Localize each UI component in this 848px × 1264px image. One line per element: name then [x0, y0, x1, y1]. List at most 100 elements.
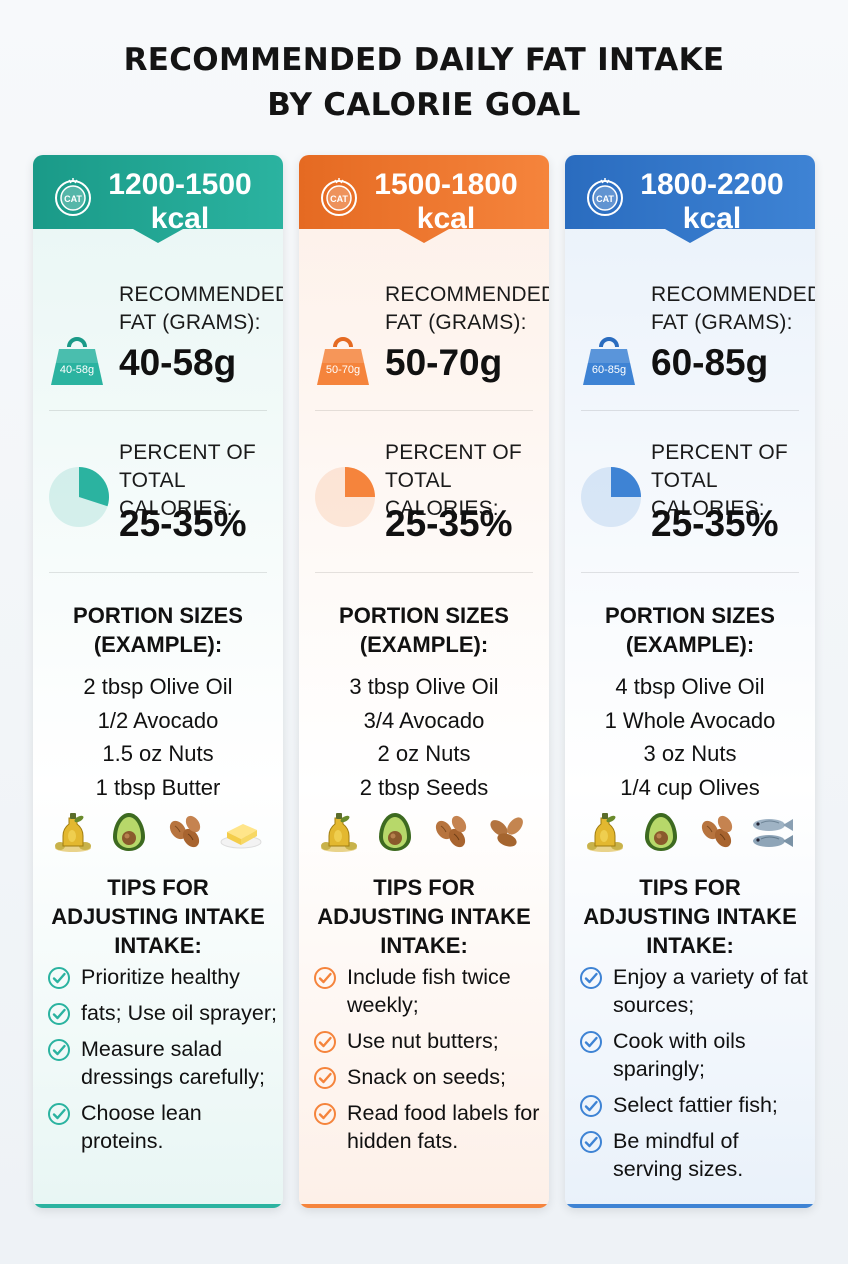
tip-item: Read food labels for hidden fats. [313, 1099, 545, 1155]
tip-text: Include fish twice weekly; [347, 965, 511, 1017]
fat-label-line2: FAT (GRAMS): [385, 311, 527, 334]
tip-item: Prioritize healthy [47, 963, 279, 991]
calorie-badge-text: CAT [330, 194, 348, 204]
check-circle-icon [580, 967, 602, 989]
kcal-range-value: 1200-1500 [108, 168, 252, 201]
check-circle-icon [48, 1003, 70, 1025]
check-circle-icon [48, 1039, 70, 1061]
pie-slice [79, 467, 109, 507]
weight-icon: 50-70g [317, 337, 369, 385]
fat-label: RECOMMENDED FAT (GRAMS): [651, 281, 815, 337]
portion-item: 1/4 cup Olives [620, 774, 760, 800]
portion-item: 3 oz Nuts [643, 741, 737, 766]
tip-item: Use nut butters; [313, 1027, 545, 1055]
calorie-badge-icon: CAT [55, 178, 91, 216]
portion-title-line2: (EXAMPLE): [93, 632, 223, 657]
check-circle-icon [48, 1103, 70, 1125]
percent-label-line1: PERCENT OF [385, 441, 522, 464]
tips-title-line3: INTAKE: [646, 933, 734, 958]
portion-list: 4 tbsp Olive Oil 1 Whole Avocado 3 oz Nuts… [565, 670, 815, 804]
divider [315, 410, 533, 411]
tip-item: Measure salad dressings carefully; [47, 1035, 279, 1091]
fat-label-line2: FAT (GRAMS): [651, 311, 793, 334]
calorie-column: CAT 1800-2200 kcal RECOMMENDED FAT (GRAM… [565, 155, 815, 1208]
portion-list: 3 tbsp Olive Oil 3/4 Avocado 2 oz Nuts 2 tb… [299, 670, 549, 804]
almonds-icon [163, 810, 207, 859]
tip-item: fats; Use oil sprayer; [47, 999, 279, 1027]
weight-icon-text: 50-70g [326, 364, 360, 376]
tip-text: Measure salad dressings carefully; [81, 1037, 266, 1089]
check-circle-icon [314, 1103, 336, 1125]
tips-title: TIPS FOR ADJUSTING INTAKE INTAKE: [299, 873, 549, 960]
tips-list: Include fish twice weekly; Use nut butte… [313, 963, 545, 1163]
fat-value: 40-58g [119, 342, 237, 383]
tip-item: Cook with oils sparingly; [579, 1027, 811, 1083]
calorie-badge-icon: CAT [321, 178, 357, 216]
portion-item: 3 tbsp Olive Oil [349, 674, 499, 699]
check-circle-icon [314, 1067, 336, 1089]
portion-title: PORTION SIZES (EXAMPLE): [565, 601, 815, 659]
portion-title-line1: PORTION SIZES [339, 603, 509, 628]
tips-list: Prioritize healthy fats; Use oil sprayer… [47, 963, 279, 1163]
divider [315, 572, 533, 573]
portion-title-line1: PORTION SIZES [73, 603, 243, 628]
weight-icon-text: 40-58g [60, 364, 94, 376]
tip-text: Read food labels for hidden fats. [347, 1101, 540, 1153]
check-circle-icon [314, 967, 336, 989]
fat-label-line1: RECOMMENDED [651, 283, 815, 306]
percent-value: 25-35% [651, 503, 779, 544]
portion-item: 2 tbsp Olive Oil [83, 674, 233, 699]
pie-slice [345, 467, 375, 497]
seeds-icon [485, 810, 529, 859]
portion-title-line2: (EXAMPLE): [625, 632, 755, 657]
portion-item: 2 tbsp Seeds [359, 774, 489, 800]
kcal-range: 1500-1800 kcal [355, 168, 537, 236]
portion-title: PORTION SIZES (EXAMPLE): [33, 601, 283, 659]
check-circle-icon [314, 1031, 336, 1053]
portion-item: 1 Whole Avocado [604, 707, 776, 733]
tip-item: Be mindful of serving sizes. [579, 1127, 811, 1183]
percent-label: PERCENT OF TOTAL CALORIES: [385, 439, 549, 523]
avocado-icon [107, 810, 151, 859]
portion-item: 4 tbsp Olive Oil [615, 674, 765, 699]
portion-item: 1 tbsp Butter [95, 774, 221, 800]
percent-label-line1: PERCENT OF [651, 441, 788, 464]
percent-label-line2: TOTAL CALORIES: [385, 469, 499, 520]
tip-item: Choose lean proteins. [47, 1099, 279, 1155]
tip-text: Be mindful of serving sizes. [613, 1129, 744, 1181]
fat-value: 50-70g [385, 342, 503, 383]
tips-title-line2: ADJUSTING INTAKE [583, 904, 797, 929]
portion-title: PORTION SIZES (EXAMPLE): [299, 601, 549, 659]
column-header: CAT 1200-1500 kcal [33, 155, 283, 247]
divider [581, 572, 799, 573]
calorie-badge-text: CAT [64, 194, 82, 204]
fat-value: 60-85g [651, 342, 769, 383]
page-title: RECOMMENDED DAILY FAT INTAKE BY CALORIE … [0, 38, 848, 128]
food-icons [51, 810, 269, 854]
tips-title-line3: INTAKE: [114, 933, 202, 958]
portion-list: 2 tbsp Olive Oil 1/2 Avocado 1.5 oz Nuts 1 … [33, 670, 283, 804]
percent-label: PERCENT OF TOTAL CALORIES: [651, 439, 815, 523]
tips-title: TIPS FOR ADJUSTING INTAKE INTAKE: [33, 873, 283, 960]
column-header: CAT 1500-1800 kcal [299, 155, 549, 247]
avocado-icon [639, 810, 683, 859]
tip-item: Include fish twice weekly; [313, 963, 545, 1019]
check-circle-icon [580, 1095, 602, 1117]
divider [49, 572, 267, 573]
weight-icon: 60-85g [583, 337, 635, 385]
tip-text: Select fattier fish; [613, 1093, 778, 1117]
portion-title-line1: PORTION SIZES [605, 603, 775, 628]
olive-oil-icon [583, 810, 627, 859]
kcal-range: 1200-1500 kcal [89, 168, 271, 236]
tip-text: Use nut butters; [347, 1029, 499, 1053]
tips-title-line1: TIPS FOR [107, 875, 209, 900]
kcal-unit: kcal [150, 202, 210, 235]
percent-pie-icon [47, 465, 111, 529]
tips-title-line1: TIPS FOR [373, 875, 475, 900]
fish-icon [747, 810, 797, 859]
kcal-range-value: 1500-1800 [374, 168, 518, 201]
fat-label-line2: FAT (GRAMS): [119, 311, 261, 334]
weight-icon: 40-58g [51, 337, 103, 385]
column-bottom-bar [299, 1204, 549, 1208]
tip-text: fats; Use oil sprayer; [81, 1001, 277, 1025]
